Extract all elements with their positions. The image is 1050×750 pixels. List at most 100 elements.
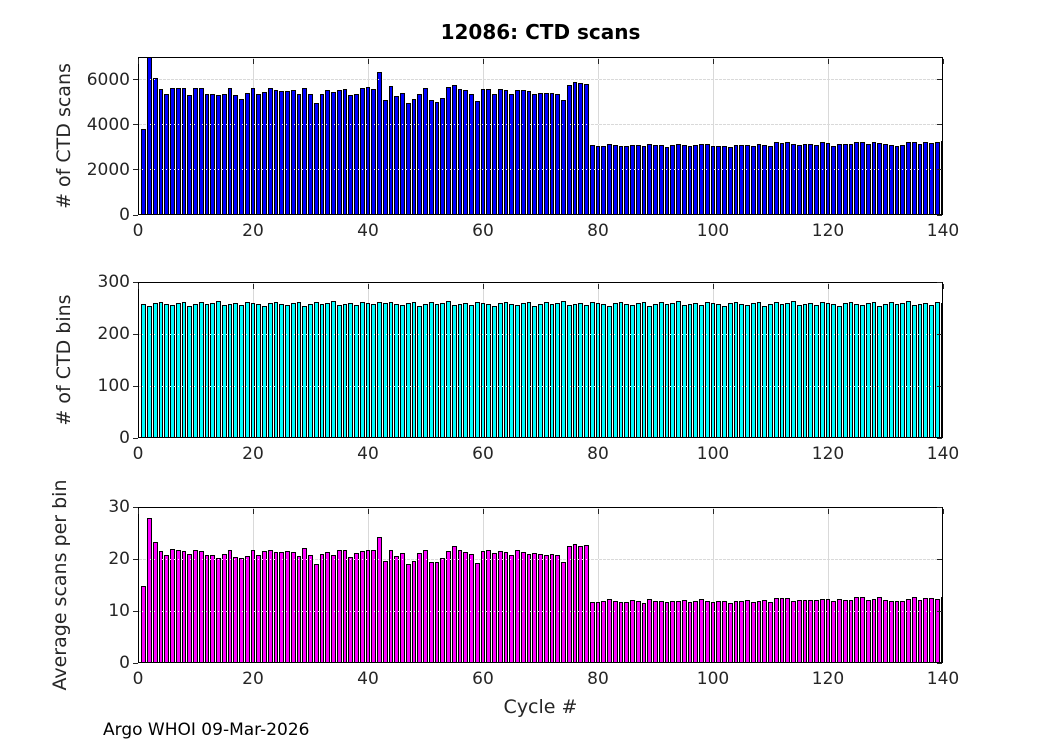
bin-bar [693,302,699,438]
avg-bar [175,550,181,663]
scan-bar [480,88,486,215]
bin-bar [216,301,221,438]
avg-bar [779,598,785,663]
x-tick-mark [712,508,714,514]
avg-bar [883,599,888,663]
avg-bar [147,518,152,663]
scan-bar [411,98,417,215]
avg-bar [411,560,417,663]
bin-bar [342,303,348,438]
x-tick-label: 100 [696,669,730,689]
x-tick-label: 80 [587,669,609,689]
bin-bar [607,305,612,438]
bin-bar [911,304,917,438]
scan-bar [382,99,388,215]
x-tick-label: 140 [926,221,960,241]
avg-bar [819,598,825,663]
avg-bar [854,597,860,663]
bin-bar [733,302,739,438]
avg-bar [262,551,267,663]
avg-bar [319,554,325,663]
bin-bar [779,304,785,438]
scan-bar [520,89,526,215]
avg-bar [285,551,290,663]
x-tick-label: 80 [587,221,609,241]
x-tick-label: 40 [357,221,379,241]
avg-bar [457,550,463,663]
x-tick-label: 20 [242,221,264,241]
avg-bar [837,598,842,663]
x-tick-mark [942,58,944,64]
bin-bar [716,304,722,438]
bin-bar [630,304,635,438]
x-tick-mark [137,508,139,514]
avg-bar [152,541,158,663]
scan-bar [773,141,779,215]
gridline-dotted-overlay [138,79,943,81]
scan-bar [348,95,354,215]
x-tick-label: 80 [587,444,609,464]
bin-bar [825,303,831,438]
scan-bar [561,99,566,215]
bin-bar [819,301,825,438]
scan-bar [601,146,607,215]
scan-bar [342,88,348,215]
bin-bar [480,303,486,438]
bin-bar [440,303,446,438]
avg-bar [325,551,331,663]
bin-bar [756,301,762,438]
x-tick-mark [137,58,139,64]
y-tick-label: 0 [119,205,130,225]
x-tick-label: 0 [132,669,144,689]
avg-bar [906,598,911,663]
avg-bar [382,561,388,663]
avg-bar [446,551,451,663]
bin-bar [469,305,474,438]
x-tick-label: 60 [472,221,494,241]
x-tick-label: 120 [811,221,845,241]
y-tick-label: 2000 [86,159,130,180]
bin-bar [181,301,187,438]
scan-bar [147,57,152,215]
avg-bar [170,548,175,663]
bin-bar [842,302,848,438]
avg-bar [543,554,549,663]
scan-bar [917,143,923,215]
scan-bar [400,93,405,215]
bin-bar [578,302,584,438]
scan-bar [808,143,814,215]
avg-bar [538,554,543,663]
avg-bar [785,598,791,663]
avg-bar [877,597,883,663]
avg-bar [267,550,273,663]
scan-bar [940,140,943,215]
scan-bar [624,146,630,215]
y-tick-mark [936,385,942,387]
bin-bar [417,305,423,438]
gridline-dotted-overlay [138,169,943,171]
avg-bar [141,586,147,663]
bin-bar [290,302,296,438]
scan-bar [239,98,244,215]
avg-bar [405,564,411,663]
bin-bar [428,302,434,438]
avg-bar [227,549,233,663]
y-tick-label: 0 [119,653,130,673]
x-tick-mark [367,283,369,289]
avg-bar [503,552,509,663]
scan-bar [900,145,906,215]
avg-bar [342,550,348,663]
bin-bar [808,302,814,438]
bin-bar [745,304,750,438]
scan-bar [377,71,382,215]
scan-bar [279,90,285,215]
scan-bar [934,141,940,215]
bin-bar [405,302,411,438]
scan-bar [250,88,256,215]
scan-bar [325,89,331,215]
bin-bar [601,304,607,438]
y-tick-mark [133,169,138,171]
avg-bar [308,555,313,663]
avg-bar [480,550,486,663]
